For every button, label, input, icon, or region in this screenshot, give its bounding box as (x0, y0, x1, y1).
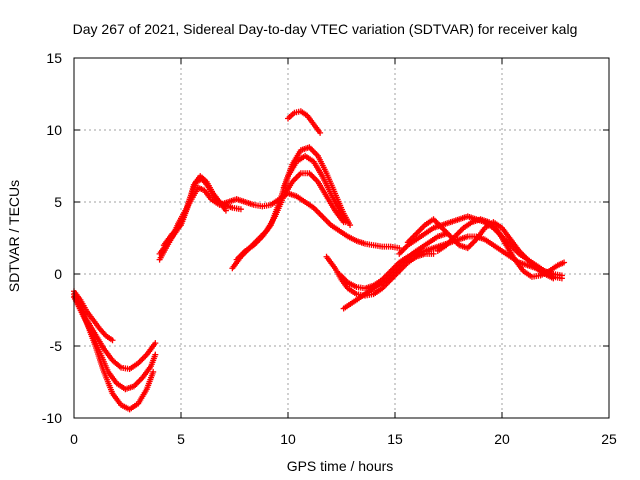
data-point-marker (401, 245, 408, 252)
data-point-marker (150, 368, 157, 375)
data-point-marker (292, 175, 299, 182)
data-points (71, 108, 568, 413)
data-series-arc-j (280, 144, 354, 229)
data-point-marker (317, 211, 324, 218)
data-point-marker (294, 173, 301, 180)
data-point-marker (322, 216, 329, 223)
axis-ticks (73, 57, 610, 419)
data-point-marker (310, 148, 317, 155)
data-point-marker (419, 224, 426, 231)
data-series-arc-q (434, 216, 568, 280)
data-point-marker (453, 232, 460, 239)
data-point-marker (416, 227, 423, 234)
data-point-marker (135, 379, 142, 385)
y-tick-label: -10 (42, 410, 62, 426)
data-point-marker (457, 227, 464, 234)
data-point-marker (255, 237, 262, 244)
x-tick-label: 20 (494, 431, 510, 447)
data-point-marker (314, 209, 321, 216)
data-point-marker (396, 250, 403, 257)
data-point-marker (396, 245, 403, 252)
data-point-marker (446, 232, 453, 239)
data-point-marker (466, 243, 473, 250)
y-tick-label: -5 (50, 338, 63, 354)
data-point-marker (296, 171, 303, 178)
data-point-marker (550, 275, 557, 282)
data-point-marker (347, 222, 354, 229)
x-axis-label: GPS time / hours (287, 458, 394, 474)
axis-tick-labels: 0 5 10 15 20 25 -10 -5 0 5 10 15 (42, 50, 617, 447)
data-point-marker (133, 380, 140, 387)
data-point-marker (444, 230, 451, 237)
x-tick-label: 15 (387, 431, 403, 447)
data-point-marker (312, 175, 319, 182)
data-point-marker (307, 171, 314, 178)
data-point-marker (237, 206, 244, 213)
x-tick-label: 10 (280, 431, 296, 447)
plot-frame (73, 57, 610, 419)
data-point-marker (307, 145, 314, 152)
data-point-marker (386, 269, 393, 276)
data-point-marker (383, 272, 390, 279)
data-point-marker (317, 129, 324, 136)
data-point-marker (152, 340, 159, 347)
data-point-marker (397, 249, 404, 256)
data-point-marker (139, 355, 146, 362)
data-point-marker (440, 226, 447, 233)
x-tick-label: 0 (70, 431, 78, 447)
data-point-marker (222, 207, 229, 214)
data-point-marker (316, 210, 323, 217)
data-point-marker (399, 247, 406, 254)
data-point-marker (140, 354, 147, 361)
data-point-marker (312, 150, 319, 157)
data-point-marker (470, 239, 477, 246)
y-tick-label: 10 (46, 122, 62, 138)
data-point-marker (324, 219, 331, 226)
data-point-marker (561, 259, 568, 266)
data-point-marker (392, 263, 398, 270)
data-point-marker (387, 268, 394, 275)
data-point-marker (323, 217, 330, 224)
data-point-marker (393, 262, 400, 269)
data-point-marker (256, 236, 263, 243)
data-series-arc-d (75, 299, 157, 413)
data-point-marker (382, 273, 389, 280)
data-point-marker (389, 266, 396, 273)
chart-title: Day 267 of 2021, Sidereal Day-to-day VTE… (73, 21, 578, 37)
data-point-marker (109, 337, 116, 344)
data-point-marker (136, 377, 143, 384)
data-point-marker (152, 351, 159, 358)
data-point-marker (310, 174, 317, 181)
data-point-marker (320, 214, 327, 221)
y-tick-label: 0 (54, 266, 62, 282)
x-tick-label: 25 (601, 431, 617, 447)
data-point-marker (293, 174, 300, 181)
data-point-marker (309, 173, 316, 180)
data-point-marker (138, 357, 145, 364)
data-point-marker (390, 265, 397, 272)
data-point-marker (456, 229, 463, 236)
data-point-marker (400, 246, 407, 253)
data-point-marker (313, 207, 320, 214)
data-point-marker (469, 240, 476, 247)
data-point-marker (430, 250, 437, 257)
data-point-marker (417, 226, 424, 233)
data-point-marker (384, 271, 391, 277)
y-tick-label: 15 (46, 50, 62, 66)
x-tick-label: 5 (177, 431, 185, 447)
data-series-arc-k (285, 108, 324, 136)
y-tick-label: 5 (54, 194, 62, 210)
data-series-arc-g (160, 173, 229, 249)
y-axis-label: SDTVAR / TECUs (6, 180, 22, 292)
data-point-marker (319, 213, 326, 220)
data-point-marker (253, 239, 260, 246)
data-point-marker (454, 230, 461, 237)
data-point-marker (558, 275, 565, 282)
data-point-marker (431, 217, 438, 224)
